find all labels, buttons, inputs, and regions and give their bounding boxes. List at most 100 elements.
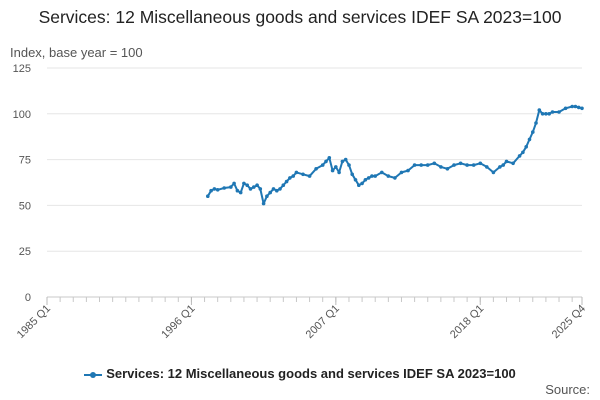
data-point (261, 201, 266, 206)
legend-swatch (84, 370, 103, 380)
data-point (320, 163, 325, 167)
data-point (255, 183, 259, 187)
data-point (340, 159, 345, 164)
data-point (291, 174, 296, 178)
data-point (501, 163, 506, 167)
data-point (573, 104, 578, 109)
data-point (458, 161, 463, 166)
series-layer (206, 104, 584, 206)
data-point (537, 108, 542, 112)
data-point (229, 185, 233, 189)
x-tick-label: 1996 Q1 (159, 303, 197, 341)
data-point (432, 161, 437, 166)
data-point (498, 165, 502, 169)
data-point (307, 174, 312, 178)
data-point (271, 187, 276, 191)
source-label: Source: (545, 382, 590, 397)
data-point (373, 174, 378, 178)
data-point (521, 150, 525, 155)
data-point (301, 172, 305, 177)
data-point (370, 174, 374, 178)
data-point (419, 163, 424, 167)
y-tick-label: 25 (19, 246, 31, 258)
data-point (294, 170, 299, 175)
data-point (557, 110, 561, 114)
data-point (478, 161, 483, 166)
data-point (531, 130, 535, 134)
data-point (570, 104, 574, 109)
legend-label: Services: 12 Miscellaneous goods and ser… (106, 366, 516, 381)
data-point (232, 181, 236, 186)
data-point (330, 168, 335, 173)
x-tick-label: 2018 Q1 (448, 303, 486, 341)
series-line (206, 105, 583, 205)
data-point (265, 194, 269, 198)
y-axis-ticks: 0 25 50 75 100 125 (13, 63, 31, 304)
data-point (485, 165, 489, 169)
y-tick-label: 125 (13, 63, 31, 75)
data-point (527, 137, 532, 142)
data-point (393, 176, 397, 180)
data-point (245, 183, 249, 187)
data-point (281, 183, 286, 187)
data-point (222, 186, 226, 190)
data-point (258, 187, 263, 191)
y-tick-label: 75 (19, 155, 31, 167)
x-tick-label: 1985 Q1 (15, 303, 53, 341)
data-point (563, 106, 568, 111)
data-point (350, 172, 355, 177)
data-point (550, 110, 555, 114)
y-axis-label: Index, base year = 100 (10, 45, 143, 60)
data-point (343, 157, 348, 162)
data-point (580, 106, 584, 111)
data-point (445, 167, 450, 171)
data-point (517, 154, 522, 158)
data-point (491, 170, 496, 175)
gridlines (47, 67, 582, 298)
data-point (386, 174, 391, 178)
data-point (206, 194, 210, 198)
data-point (334, 165, 338, 169)
data-point (547, 112, 551, 116)
y-tick-label: 0 (25, 292, 31, 304)
data-point (540, 112, 545, 116)
data-point (215, 188, 220, 192)
data-point (337, 170, 341, 175)
data-point (544, 112, 548, 116)
data-point (324, 159, 328, 164)
data-point (439, 165, 443, 169)
data-point (524, 145, 528, 149)
data-point (406, 168, 410, 173)
x-axis: 1985 Q1 1996 Q1 2007 Q1 2018 Q1 2025 Q4 (15, 296, 588, 341)
data-point (452, 163, 456, 167)
data-point (209, 188, 213, 193)
data-point (347, 163, 351, 167)
y-tick-label: 100 (13, 109, 31, 121)
data-point (284, 179, 289, 184)
data-point (360, 181, 364, 186)
data-point (380, 170, 384, 175)
data-point (576, 105, 581, 110)
data-point (275, 188, 279, 193)
legend: Services: 12 Miscellaneous goods and ser… (0, 366, 600, 381)
data-point (511, 161, 515, 166)
data-point (471, 163, 476, 167)
data-point (357, 183, 361, 187)
data-point (248, 187, 253, 191)
data-point (288, 176, 292, 180)
data-point (238, 190, 243, 195)
data-point (212, 187, 217, 191)
data-point (504, 159, 509, 164)
data-point (534, 121, 538, 125)
data-point (366, 176, 371, 180)
data-point (412, 163, 417, 167)
x-tick-label: 2007 Q1 (304, 303, 342, 341)
x-tick-label: 2025 Q4 (550, 303, 588, 341)
data-point (242, 181, 246, 186)
data-point (268, 190, 273, 195)
data-point (327, 156, 332, 160)
chart-title: Services: 12 Miscellaneous goods and ser… (38, 7, 562, 27)
y-tick-label: 50 (19, 200, 31, 212)
data-point (425, 163, 430, 167)
data-point (278, 187, 282, 191)
